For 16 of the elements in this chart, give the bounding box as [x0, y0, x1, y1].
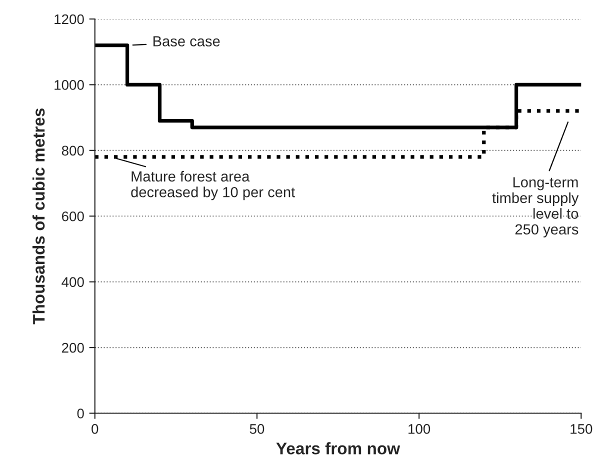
x-axis-title: Years from now — [276, 442, 400, 454]
y-tick-label: 400 — [62, 277, 84, 288]
annotation: Base case — [153, 36, 220, 46]
x-tick-label: 150 — [570, 424, 592, 434]
y-tick-label: 600 — [62, 211, 84, 222]
y-tick-label: 200 — [62, 342, 84, 353]
x-tick-label: 0 — [92, 424, 98, 434]
y-tick-label: 0 — [77, 408, 84, 418]
y-tick-label: 800 — [62, 146, 84, 156]
y-axis-title: Thousands of cubic metres — [32, 108, 45, 324]
x-tick-label: 50 — [250, 424, 264, 434]
annotation: Long-term timber supply level to 250 years — [492, 177, 579, 238]
annotation: Mature forest area decreased by 10 per cent — [131, 170, 295, 200]
y-tick-label: 1200 — [54, 14, 84, 24]
y-tick-label: 1000 — [54, 80, 84, 90]
x-tick-label: 100 — [408, 424, 430, 434]
